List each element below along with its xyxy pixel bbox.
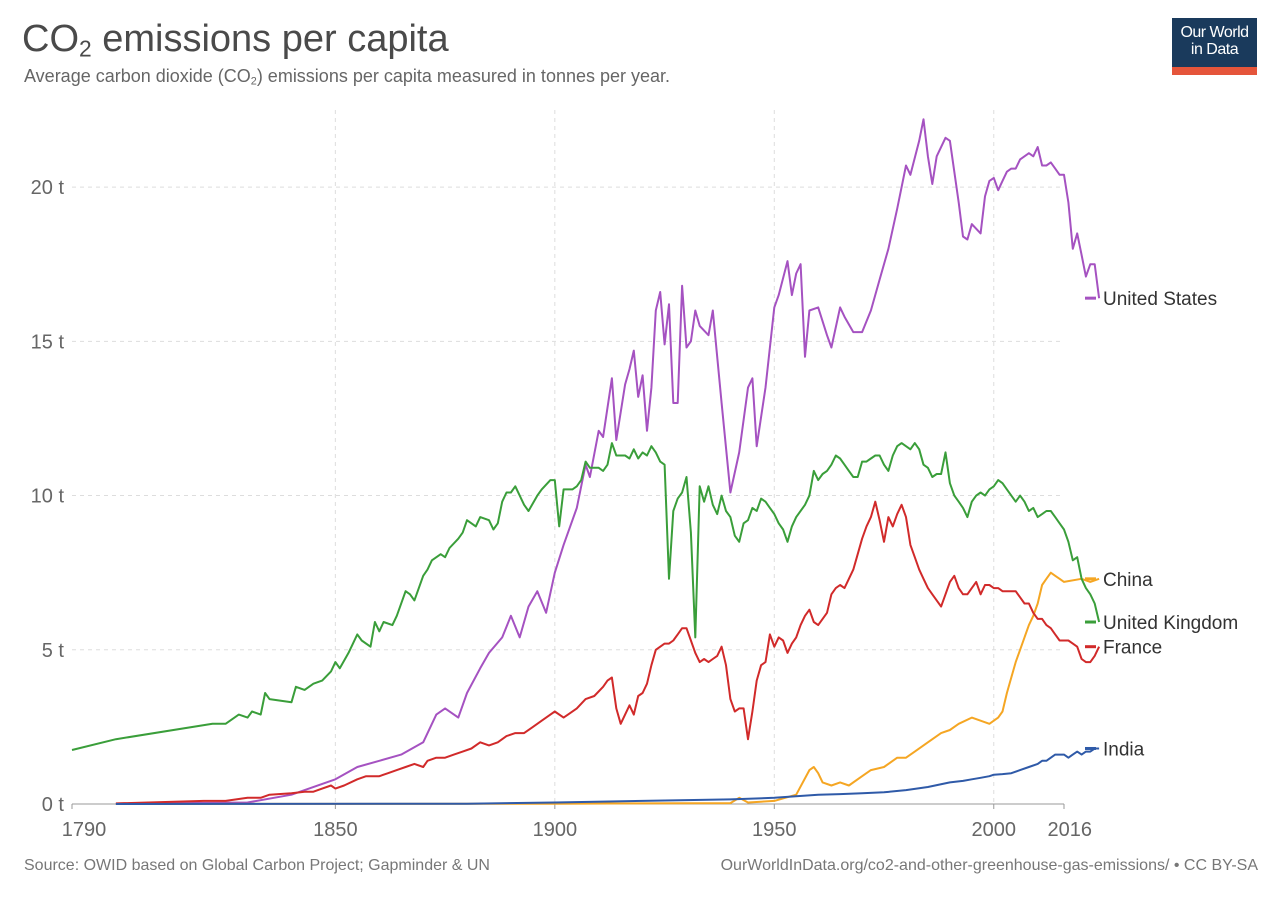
x-tick-label: 2016 (1048, 819, 1093, 841)
series-label: India (1103, 739, 1145, 760)
y-axis-ticks: 0 t 5 t 10 t 15 t 20 t (31, 177, 65, 816)
series-label: China (1103, 570, 1153, 591)
source-url[interactable]: OurWorldInData.org/co2-and-other-greenho… (720, 857, 1258, 874)
series-line (115, 747, 1100, 805)
series-labels: United States China United Kingdom France In… (1085, 289, 1238, 760)
y-tick-label: 15 t (31, 331, 65, 353)
y-tick-label: 10 t (31, 486, 65, 508)
series-label: United Kingdom (1103, 613, 1238, 634)
series-line (71, 442, 1101, 751)
x-tick-label: 1900 (533, 819, 578, 841)
x-tick-label: 1790 (62, 819, 107, 841)
series-label: United States (1103, 289, 1217, 310)
series-line (115, 118, 1101, 805)
x-axis-ticks: 1790 1850 1900 1950 2000 2016 (62, 804, 1092, 841)
series-label: France (1103, 638, 1162, 659)
x-tick-label: 1850 (313, 819, 358, 841)
x-tick-label: 2000 (972, 819, 1017, 841)
y-tick-label: 20 t (31, 177, 65, 199)
logo-accent-bar (1172, 67, 1257, 75)
x-tick-label: 1950 (752, 819, 797, 841)
source-note: Source: OWID based on Global Carbon Proj… (24, 857, 490, 874)
y-tick-label: 0 t (42, 794, 65, 816)
series-line (115, 500, 1101, 805)
y-tick-label: 5 t (42, 640, 65, 662)
series-line (115, 571, 1100, 805)
logo-text: Our World in Data (1180, 24, 1249, 58)
owid-logo[interactable]: Our World in Data (1172, 18, 1257, 75)
grid-lines (72, 110, 1064, 805)
series-lines (71, 118, 1101, 805)
chart-title: CO2 emissions per capita (22, 18, 449, 62)
chart-subtitle: Average carbon dioxide (CO2) emissions p… (24, 66, 671, 88)
